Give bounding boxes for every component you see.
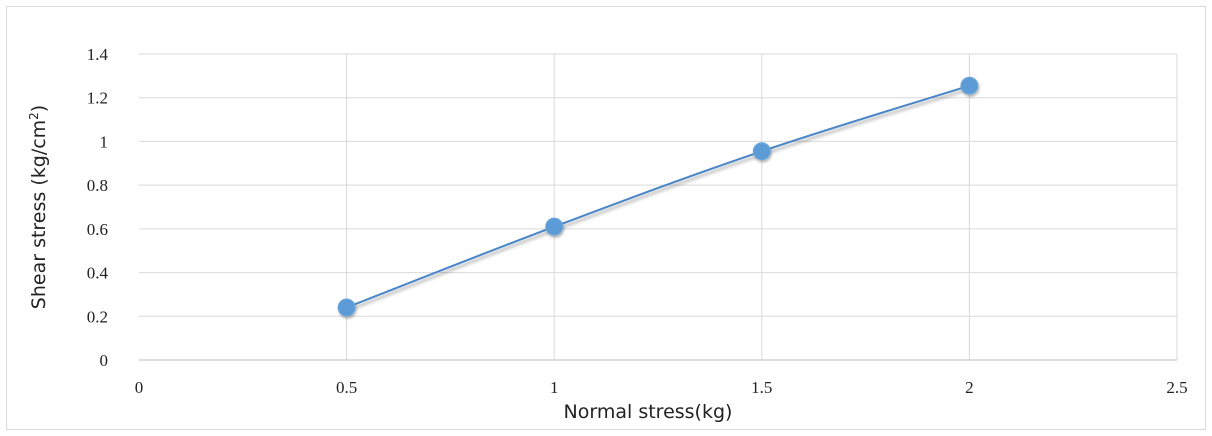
x-tick-label: 2: [965, 378, 974, 397]
chart-frame: 0 0.5 1 1.5 2 2.5 0 0.2 0.4 0.6 0.8 1 1.2 1.4 Normal…: [6, 6, 1206, 430]
data-point-marker: [960, 76, 979, 95]
y-tick-label: 1: [100, 132, 109, 151]
x-tick-label: 2.5: [1166, 378, 1187, 397]
y-axis-title: Shear stress (kg/cm2): [27, 105, 50, 309]
x-tick-label: 1: [550, 378, 559, 397]
y-tick-label: 1.4: [87, 45, 109, 64]
x-axis-title: Normal stress(kg): [564, 401, 733, 423]
y-tick-label: 0.6: [87, 220, 108, 239]
y-tick-label: 0: [100, 351, 109, 370]
x-tick-labels: 0 0.5 1 1.5 2 2.5: [135, 378, 1188, 397]
y-tick-label: 0.4: [87, 264, 109, 283]
y-axis-title-suffix: ): [28, 105, 50, 112]
gridlines: [139, 53, 1178, 360]
y-axis-title-superscript: 2: [27, 112, 41, 120]
x-tick-label: 1.5: [751, 378, 772, 397]
x-tick-label: 0: [135, 378, 144, 397]
y-tick-label: 0.2: [87, 307, 108, 326]
data-point-marker: [545, 217, 564, 236]
series-line: [346, 84, 970, 309]
x-tick-label: 0.5: [336, 378, 357, 397]
y-tick-label: 1.2: [87, 89, 108, 108]
data-point-marker: [337, 298, 356, 317]
series: [337, 76, 979, 317]
y-axis-title-prefix: Shear stress (kg/cm: [28, 120, 50, 309]
chart-svg: 0 0.5 1 1.5 2 2.5 0 0.2 0.4 0.6 0.8 1 1.2 1.4 Normal…: [27, 45, 1188, 423]
y-tick-label: 0.8: [87, 176, 108, 195]
data-point-marker: [752, 142, 771, 161]
y-tick-labels: 0 0.2 0.4 0.6 0.8 1 1.2 1.4: [87, 45, 109, 370]
